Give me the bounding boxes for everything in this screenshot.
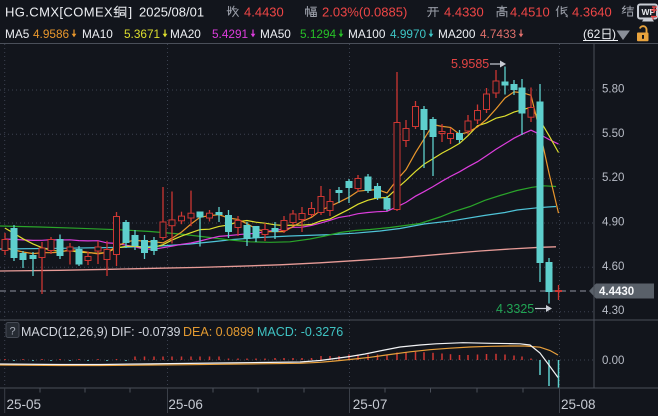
svg-text:4.4330: 4.4330 xyxy=(444,5,484,20)
svg-text:MA200: MA200 xyxy=(438,27,476,41)
svg-text:MACD: -0.3276: MACD: -0.3276 xyxy=(257,325,343,339)
svg-text:25-08: 25-08 xyxy=(561,397,596,412)
svg-text:4.90: 4.90 xyxy=(602,217,624,229)
svg-text:MA50: MA50 xyxy=(260,27,291,41)
svg-text:5.4291: 5.4291 xyxy=(212,27,248,41)
svg-text:(62: (62 xyxy=(583,27,601,41)
svg-text:): ) xyxy=(612,27,616,41)
svg-text:4.9970: 4.9970 xyxy=(390,27,427,41)
svg-text:HG.CMX[COMEX: HG.CMX[COMEX xyxy=(5,5,113,20)
svg-text:5.3671: 5.3671 xyxy=(124,27,160,41)
svg-text:25-06: 25-06 xyxy=(168,397,203,412)
svg-text:5.80: 5.80 xyxy=(602,84,624,96)
svg-text:5.20: 5.20 xyxy=(602,172,624,184)
svg-text:4.3325: 4.3325 xyxy=(496,302,534,316)
svg-text:4.9586: 4.9586 xyxy=(33,27,70,41)
svg-text:4.7433: 4.7433 xyxy=(480,27,517,41)
svg-text:2.03%(0.0885): 2.03%(0.0885) xyxy=(322,5,407,20)
svg-text:5.9585: 5.9585 xyxy=(451,57,489,71)
svg-text:WP: WP xyxy=(642,7,656,17)
svg-text:MA20: MA20 xyxy=(170,27,201,41)
svg-text:2025/08/01: 2025/08/01 xyxy=(139,5,204,20)
svg-text:4.4510: 4.4510 xyxy=(510,5,550,20)
svg-text:0.00: 0.00 xyxy=(602,355,624,367)
svg-text:DEA: 0.0899: DEA: 0.0899 xyxy=(183,325,254,339)
svg-text:25-07: 25-07 xyxy=(353,397,388,412)
svg-text:4.30: 4.30 xyxy=(602,305,624,317)
svg-text:?: ? xyxy=(10,326,16,338)
svg-text:25-05: 25-05 xyxy=(7,397,42,412)
svg-text:MA5: MA5 xyxy=(5,27,30,41)
svg-text:]: ] xyxy=(129,5,133,20)
svg-text:4.60: 4.60 xyxy=(602,261,624,273)
svg-text:4.3640: 4.3640 xyxy=(572,5,612,20)
svg-text:4.4430: 4.4430 xyxy=(599,286,634,298)
svg-text:5.50: 5.50 xyxy=(602,128,624,140)
svg-text:MACD(12,26,9): MACD(12,26,9) xyxy=(21,325,108,339)
svg-text:MA100: MA100 xyxy=(348,27,386,41)
svg-text:4.4430: 4.4430 xyxy=(244,5,284,20)
svg-text:DIF: -0.0739: DIF: -0.0739 xyxy=(111,325,181,339)
svg-text:MA10: MA10 xyxy=(82,27,113,41)
svg-text:5.1294: 5.1294 xyxy=(300,27,337,41)
